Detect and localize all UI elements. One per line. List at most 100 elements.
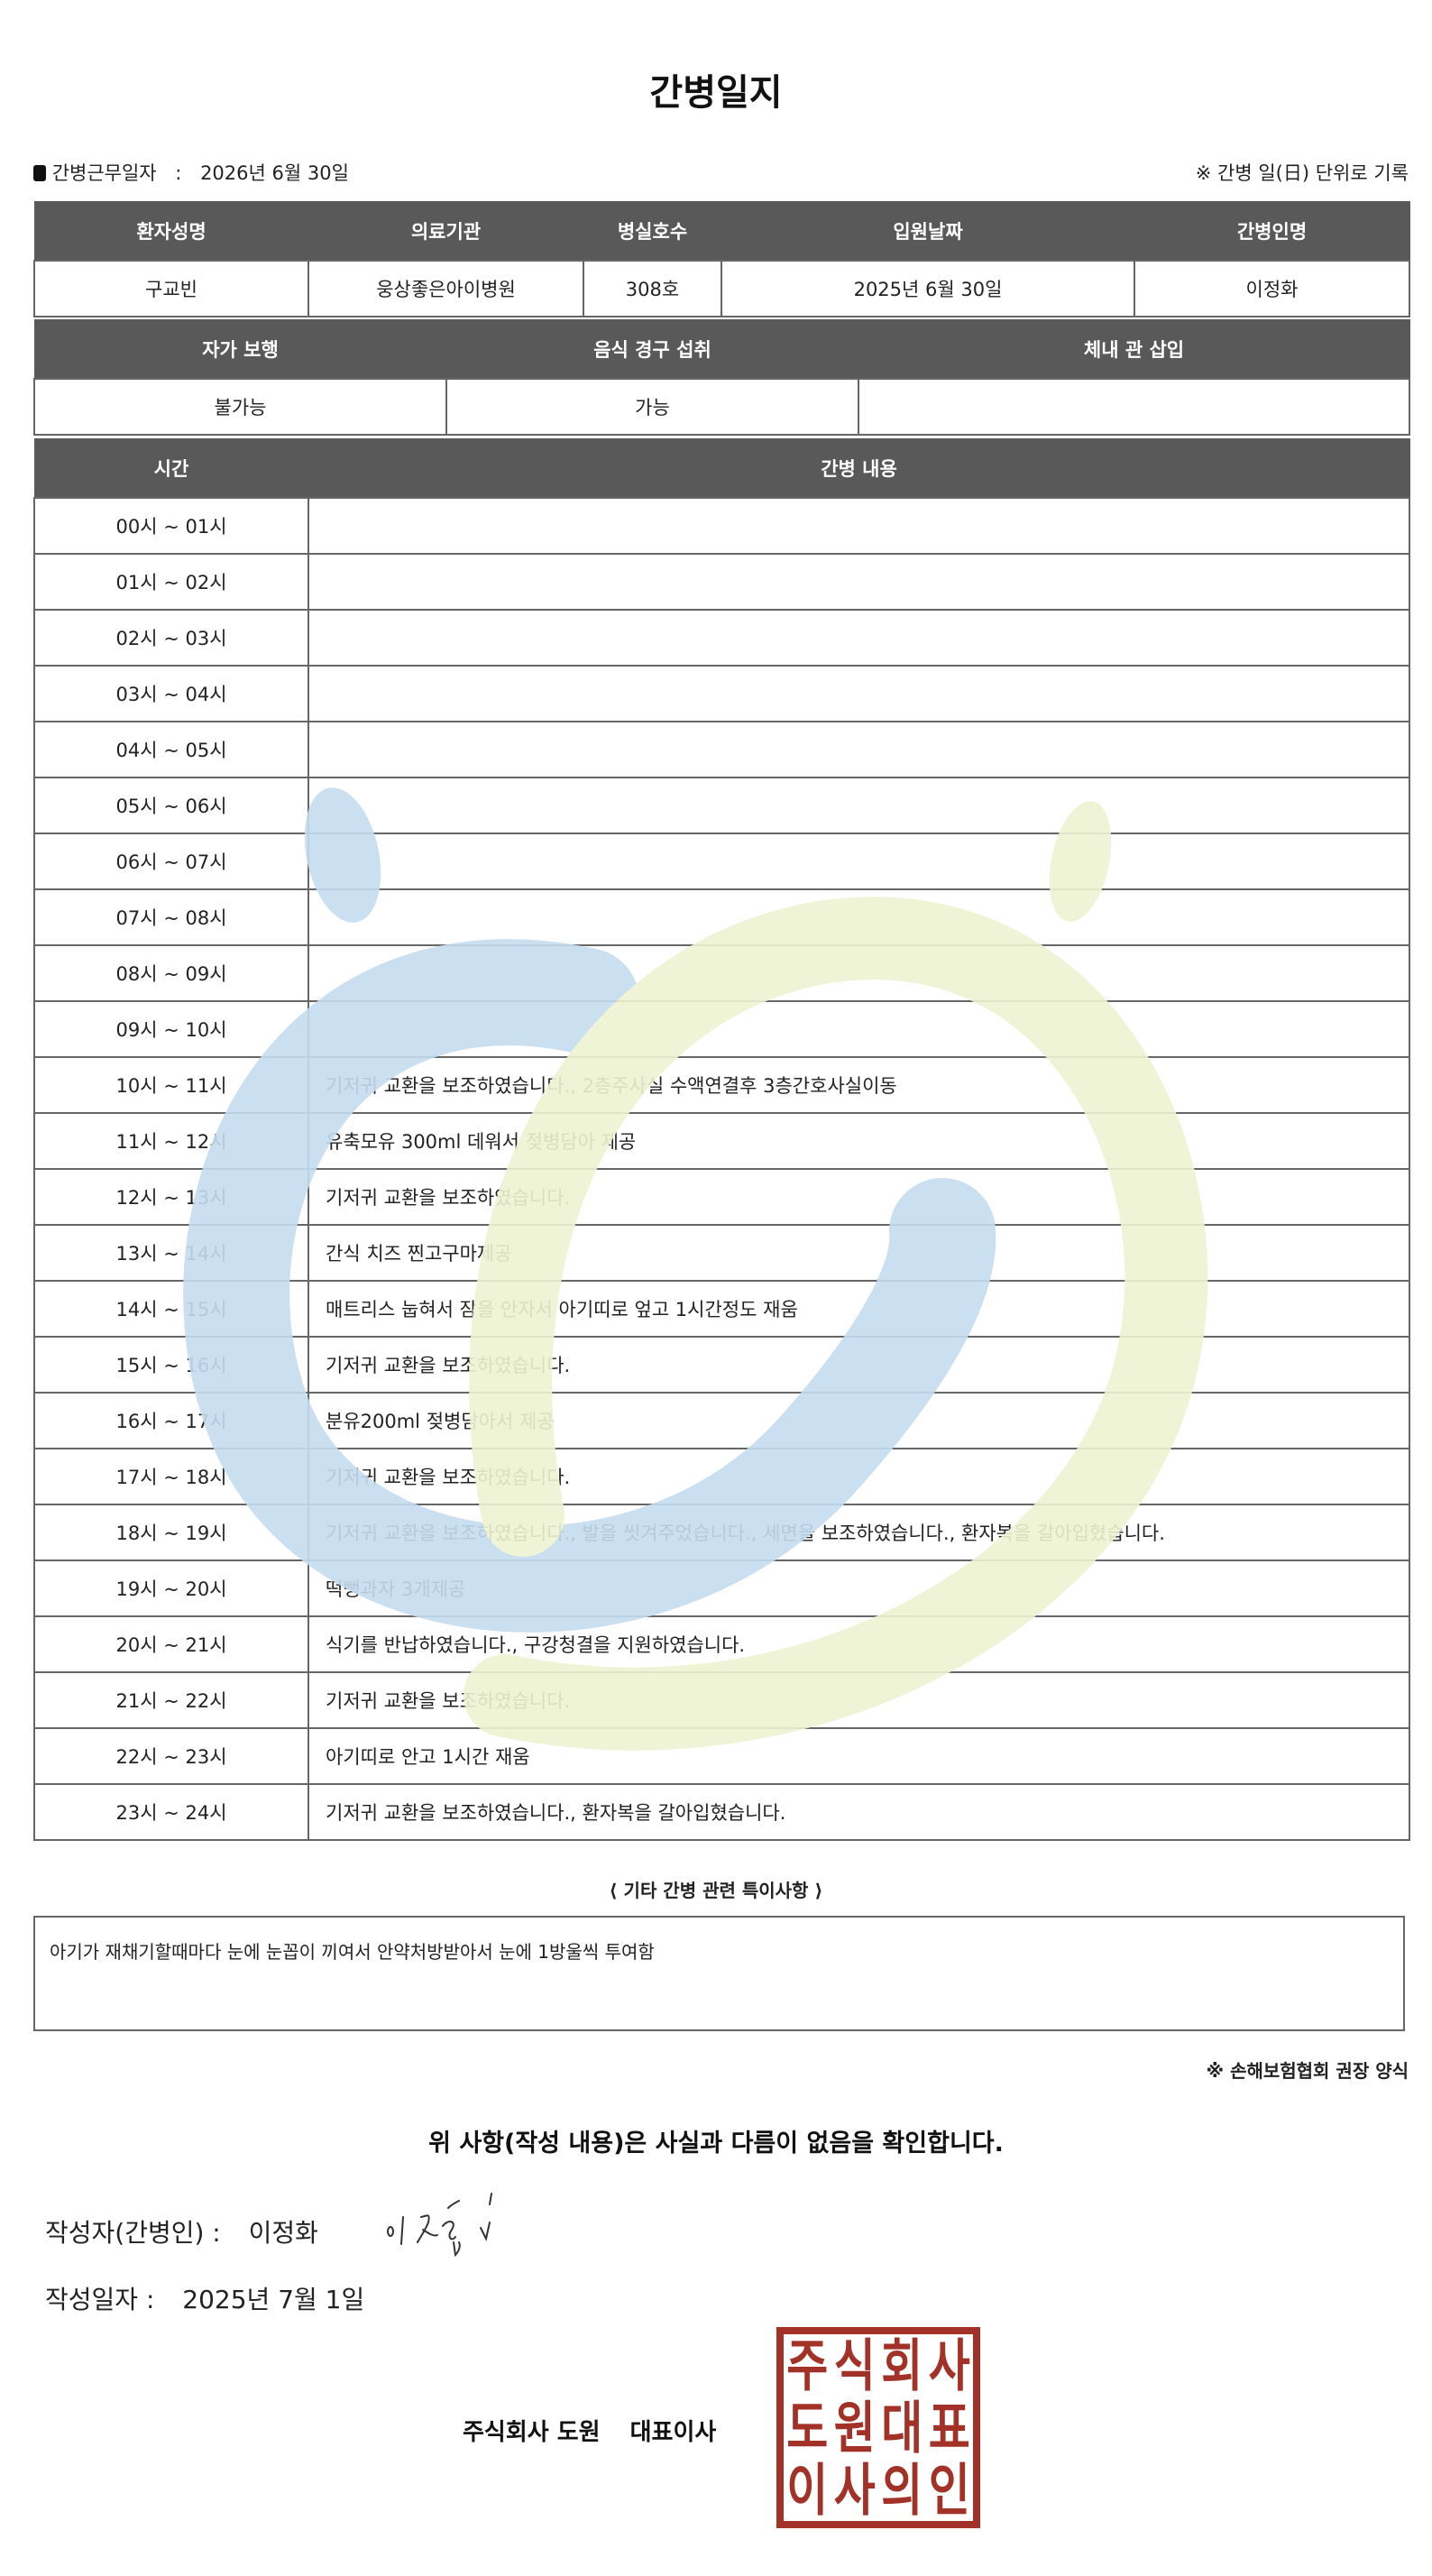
table-row: 23시 ~ 24시 기저귀 교환을 보조하였습니다., 환자복을 갈아입혔습니다. <box>33 1783 1410 1841</box>
table-row: 17시 ~ 18시 기저귀 교환을 보조하였습니다. <box>33 1448 1410 1505</box>
content-cell: 기저귀 교환을 보조하였습니다. <box>308 1448 1410 1505</box>
table-row: 05시 ~ 06시 <box>33 777 1410 834</box>
work-date: 간병근무일자 : 2026년 6월 30일 <box>33 159 349 186</box>
time-cell: 21시 ~ 22시 <box>33 1671 309 1729</box>
hospital: 웅상좋은아이병원 <box>308 260 584 317</box>
written-date-line: 작성일자 : 2025년 7월 1일 <box>45 2280 364 2316</box>
company-title: 대표이사 <box>629 2419 717 2446</box>
content-cell <box>308 1000 1410 1058</box>
tube-status <box>858 378 1410 436</box>
content-cell: 아기띠로 안고 1시간 재움 <box>308 1727 1410 1785</box>
time-cell: 04시 ~ 05시 <box>33 721 309 778</box>
time-cell: 03시 ~ 04시 <box>33 665 309 722</box>
notes-box: 아기가 재채기할때마다 눈에 눈꼽이 끼여서 안약처방받아서 눈에 1방울씩 투… <box>33 1916 1405 2031</box>
table-row: 08시 ~ 09시 <box>33 944 1410 1002</box>
writer-line: 작성자(간병인) : 이정화 <box>45 2213 318 2249</box>
table-row: 13시 ~ 14시 간식 치즈 찐고구마제공 <box>33 1224 1410 1282</box>
square-bullet-icon <box>33 165 46 181</box>
table-row: 02시 ~ 03시 <box>33 609 1410 667</box>
company-signoff: 주식회사 도원 대표이사 <box>463 2414 716 2447</box>
time-cell: 16시 ~ 17시 <box>33 1392 309 1449</box>
seal-character: 인 <box>928 2457 970 2523</box>
table-row: 03시 ~ 04시 <box>33 665 1410 722</box>
time-cell: 06시 ~ 07시 <box>33 833 309 890</box>
care-log-table: 시간 간병 내용 00시 ~ 01시 01시 ~ 02시 02시 ~ 03시 03시 … <box>33 438 1410 1841</box>
confirmation-statement: 위 사항(작성 내용)은 사실과 다름이 없음을 확인합니다. <box>428 2130 1004 2157</box>
page-title: 간병일지 <box>649 72 783 114</box>
time-cell: 20시 ~ 21시 <box>33 1615 309 1673</box>
time-cell: 14시 ~ 15시 <box>33 1280 309 1338</box>
seal-character: 이 <box>786 2457 829 2523</box>
content-cell <box>308 553 1410 611</box>
time-cell: 17시 ~ 18시 <box>33 1448 309 1505</box>
table-row: 14시 ~ 15시 매트리스 눕혀서 잠을 안자서 아기띠로 엎고 1시간정도 재… <box>33 1280 1410 1338</box>
content-cell: 매트리스 눕혀서 잠을 안자서 아기띠로 엎고 1시간정도 재움 <box>308 1280 1410 1338</box>
record-note: ※ 간병 일(日) 단위로 기록 <box>1195 162 1409 184</box>
content-cell: 분유200ml 젖병담아서 제공 <box>308 1392 1410 1449</box>
header-oral-intake: 음식 경구 섭취 <box>445 319 859 380</box>
content-cell: 유축모유 300ml 데워서 젖병담아 제공 <box>308 1112 1410 1170</box>
table-row: 19시 ~ 20시 떡뻥과자 3개제공 <box>33 1559 1410 1617</box>
table-row: 12시 ~ 13시 기저귀 교환을 보조하였습니다. <box>33 1168 1410 1226</box>
seal-character: 사 <box>928 2332 970 2398</box>
time-cell: 12시 ~ 13시 <box>33 1168 309 1226</box>
time-cell: 22시 ~ 23시 <box>33 1727 309 1785</box>
content-cell: 간식 치즈 찐고구마제공 <box>308 1224 1410 1282</box>
content-cell <box>308 833 1410 890</box>
seal-character: 주 <box>786 2332 829 2398</box>
patient-status-table: 자가 보행 음식 경구 섭취 체내 관 삽입 불가능 가능 <box>33 319 1410 436</box>
time-cell: 02시 ~ 03시 <box>33 609 309 667</box>
table-row: 09시 ~ 10시 <box>33 1000 1410 1058</box>
time-cell: 11시 ~ 12시 <box>33 1112 309 1170</box>
table-row: 16시 ~ 17시 분유200ml 젖병담아서 제공 <box>33 1392 1410 1449</box>
caregiver-name: 이정화 <box>1134 260 1410 317</box>
walking-status: 불가능 <box>33 378 447 436</box>
table-row: 20시 ~ 21시 식기를 반납하였습니다., 구강청결을 지원하였습니다. <box>33 1615 1410 1673</box>
work-date-label: 간병근무일자 <box>51 162 157 184</box>
header-caregiver: 간병인명 <box>1134 201 1410 262</box>
table-row: 18시 ~ 19시 기저귀 교환을 보조하였습니다., 발을 씻겨주었습니다., … <box>33 1504 1410 1561</box>
time-cell: 05시 ~ 06시 <box>33 777 309 834</box>
table-row: 01시 ~ 02시 <box>33 553 1410 611</box>
seal-character: 회 <box>881 2332 923 2398</box>
content-cell: 기저귀 교환을 보조하였습니다. <box>308 1336 1410 1394</box>
content-cell <box>308 777 1410 834</box>
writer-name: 이정화 <box>248 2218 318 2248</box>
time-cell: 13시 ~ 14시 <box>33 1224 309 1282</box>
seal-character: 표 <box>928 2395 970 2461</box>
seal-character: 식 <box>833 2332 876 2398</box>
company-name: 주식회사 도원 <box>463 2419 601 2446</box>
written-date-value: 2025년 7월 1일 <box>182 2285 365 2314</box>
content-cell <box>308 665 1410 722</box>
content-cell: 기저귀 교환을 보조하였습니다. <box>308 1671 1410 1729</box>
content-cell: 식기를 반납하였습니다., 구강청결을 지원하였습니다. <box>308 1615 1410 1673</box>
time-cell: 15시 ~ 16시 <box>33 1336 309 1394</box>
content-cell <box>308 497 1410 555</box>
time-cell: 23시 ~ 24시 <box>33 1783 309 1841</box>
form-source-note: ※ 손해보험협회 권장 양식 <box>1206 2060 1409 2082</box>
content-cell: 기저귀 교환을 보조하였습니다. <box>308 1168 1410 1226</box>
table-row: 11시 ~ 12시 유축모유 300ml 데워서 젖병담아 제공 <box>33 1112 1410 1170</box>
table-row: 22시 ~ 23시 아기띠로 안고 1시간 재움 <box>33 1727 1410 1785</box>
seal-character: 의 <box>881 2457 923 2523</box>
content-cell: 떡뻥과자 3개제공 <box>308 1559 1410 1617</box>
time-cell: 01시 ~ 02시 <box>33 553 309 611</box>
table-row: 07시 ~ 08시 <box>33 888 1410 946</box>
table-row: 04시 ~ 05시 <box>33 721 1410 778</box>
table-row: 10시 ~ 11시 기저귀 교환을 보조하였습니다., 2층주사실 수액연결후 3… <box>33 1056 1410 1114</box>
content-cell: 기저귀 교환을 보조하였습니다., 발을 씻겨주었습니다., 세면을 보조하였습… <box>308 1504 1410 1561</box>
writer-label: 작성자(간병인) : <box>45 2218 221 2248</box>
seal-character: 대 <box>881 2395 923 2461</box>
written-date-label: 작성일자 : <box>45 2285 155 2314</box>
content-cell <box>308 609 1410 667</box>
content-cell <box>308 721 1410 778</box>
admission-date: 2025년 6월 30일 <box>721 260 1135 317</box>
notes-title: ⟨ 기타 간병 관련 특이사항 ⟩ <box>609 1880 823 1901</box>
seal-character: 사 <box>833 2457 876 2523</box>
header-room: 병실호수 <box>583 201 722 262</box>
header-content: 간병 내용 <box>308 438 1410 499</box>
header-walking: 자가 보행 <box>33 319 447 380</box>
time-cell: 10시 ~ 11시 <box>33 1056 309 1114</box>
content-cell <box>308 888 1410 946</box>
